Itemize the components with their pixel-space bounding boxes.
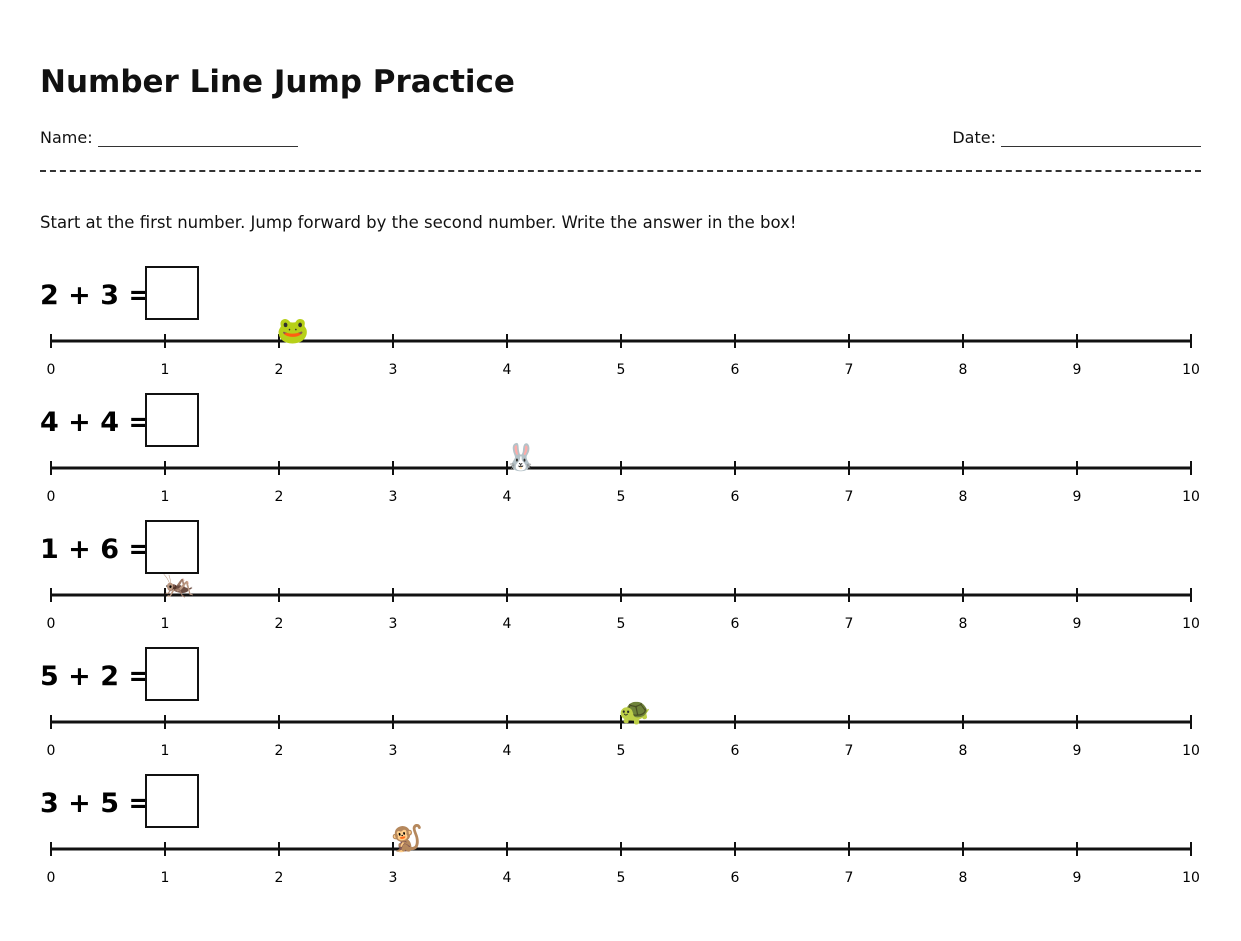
tick-label: 2 — [275, 870, 284, 886]
tick-label: 1 — [161, 362, 170, 378]
tick-label: 5 — [617, 616, 626, 632]
title: Number Line Jump Practice — [40, 64, 515, 100]
tick-label: 4 — [503, 362, 512, 378]
answer-box[interactable] — [145, 774, 199, 828]
tick-label: 9 — [1073, 489, 1082, 505]
tick-label: 9 — [1073, 616, 1082, 632]
tick-label: 0 — [47, 489, 56, 505]
tick-label: 10 — [1182, 616, 1200, 632]
tick-label: 9 — [1073, 870, 1082, 886]
instructions: Start at the first number. Jump forward … — [40, 213, 797, 232]
tick-label: 7 — [845, 743, 854, 759]
tick-label: 0 — [47, 870, 56, 886]
tick-label: 2 — [275, 489, 284, 505]
answer-box[interactable] — [145, 266, 199, 320]
tick-label: 7 — [845, 489, 854, 505]
tick-label: 0 — [47, 616, 56, 632]
expression: 4 + 4 = — [40, 407, 151, 438]
tick-label: 10 — [1182, 362, 1200, 378]
tick-label: 3 — [389, 362, 398, 378]
tick-label: 5 — [617, 870, 626, 886]
name-field: Name: — [40, 128, 298, 147]
tick-label: 6 — [731, 362, 740, 378]
tick-label: 5 — [617, 743, 626, 759]
tick-label: 9 — [1073, 743, 1082, 759]
tick-label: 1 — [161, 489, 170, 505]
marker: 🐢 — [619, 697, 651, 727]
tick-label: 4 — [503, 743, 512, 759]
answer-box[interactable] — [145, 393, 199, 447]
tick-label: 2 — [275, 616, 284, 632]
tick-label: 8 — [959, 616, 968, 632]
tick-label: 2 — [275, 362, 284, 378]
expression: 5 + 2 = — [40, 661, 151, 692]
marker: 🐰 — [505, 442, 537, 473]
tick-label: 7 — [845, 616, 854, 632]
tick-label: 6 — [731, 743, 740, 759]
tick-label: 4 — [503, 489, 512, 505]
tick-label: 7 — [845, 870, 854, 886]
expression: 2 + 3 = — [40, 280, 151, 311]
tick-label: 8 — [959, 362, 968, 378]
tick-label: 1 — [161, 870, 170, 886]
problems: 2 + 3 =0 1 2 3 4 5 6 7 8 9 10🐸4 + 4 =0 1 2 3 4 5 6 7 8 9 10🐰… — [40, 266, 1200, 886]
tick-label: 6 — [731, 489, 740, 505]
tick-label: 2 — [275, 743, 284, 759]
answer-box[interactable] — [145, 647, 199, 701]
tick-label: 10 — [1182, 870, 1200, 886]
date-label: Date: — [952, 128, 996, 147]
tick-label: 10 — [1182, 489, 1200, 505]
tick-label: 3 — [389, 616, 398, 632]
name-blank[interactable] — [97, 130, 298, 147]
tick-label: 0 — [47, 743, 56, 759]
tick-label: 1 — [161, 616, 170, 632]
tick-label: 5 — [617, 489, 626, 505]
tick-label: 9 — [1073, 362, 1082, 378]
marker: 🐒 — [391, 823, 423, 854]
tick-label: 5 — [617, 362, 626, 378]
tick-label: 3 — [389, 489, 398, 505]
tick-label: 8 — [959, 743, 968, 759]
date-blank[interactable] — [1001, 130, 1201, 147]
tick-label: 7 — [845, 362, 854, 378]
tick-label: 8 — [959, 489, 968, 505]
marker: 🐸 — [277, 316, 309, 346]
name-label: Name: — [40, 128, 93, 147]
tick-label: 3 — [389, 743, 398, 759]
tick-label: 0 — [47, 362, 56, 378]
tick-label: 3 — [389, 870, 398, 886]
date-field: Date: — [952, 128, 1201, 147]
answer-box[interactable] — [145, 520, 199, 574]
tick-label: 8 — [959, 870, 968, 886]
marker: 🦗 — [163, 570, 195, 600]
tick-label: 6 — [731, 870, 740, 886]
tick-label: 6 — [731, 616, 740, 632]
tick-label: 4 — [503, 870, 512, 886]
expression: 1 + 6 = — [40, 534, 151, 565]
tick-label: 1 — [161, 743, 170, 759]
tick-label: 10 — [1182, 743, 1200, 759]
tick-label: 4 — [503, 616, 512, 632]
divider — [40, 170, 1201, 172]
expression: 3 + 5 = — [40, 788, 151, 819]
